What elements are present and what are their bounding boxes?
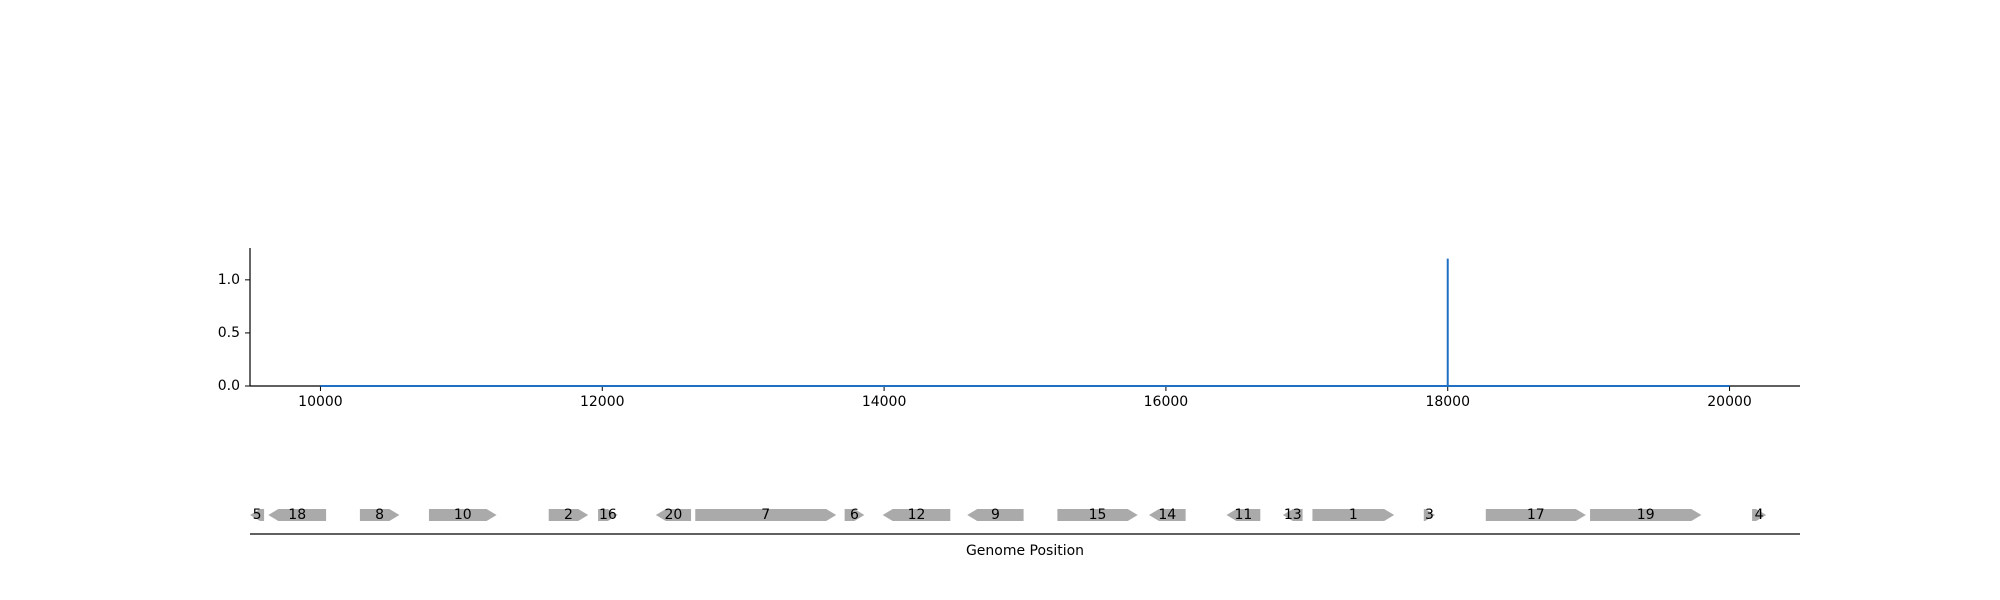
gene-arrow — [844, 509, 865, 521]
gene-map: 5 18 8 10 2 16 20 7 6 12 9 15 14 11 13 1 3 17 19 4 Genome P… — [250, 507, 1800, 559]
y-tick-label: 1.0 — [218, 272, 240, 288]
gene-label: 9 — [991, 507, 1000, 523]
gene-label: 19 — [1637, 507, 1655, 523]
gene-label: 5 — [253, 507, 262, 523]
gene-arrow — [1590, 509, 1702, 521]
gene-arrow — [1752, 509, 1767, 521]
gene-label: 7 — [761, 507, 770, 523]
gene-label: 4 — [1755, 507, 1764, 523]
gene-features: 5 18 8 10 2 16 20 7 6 12 9 15 14 11 13 1 3 17 19 4 — [250, 507, 1767, 523]
gene-arrow — [250, 509, 265, 521]
gene-arrow — [1485, 509, 1586, 521]
gene-arrow — [882, 509, 951, 521]
gene-label: 8 — [375, 507, 384, 523]
gene-label: 17 — [1527, 507, 1545, 523]
gene-arrow — [695, 509, 837, 521]
gene-arrow — [548, 509, 589, 521]
coverage-series — [320, 258, 1730, 387]
gene-label: 13 — [1284, 507, 1302, 523]
x-tick-label: 12000 — [580, 394, 625, 410]
gene-label: 11 — [1234, 507, 1252, 523]
gene-label: 1 — [1349, 507, 1358, 523]
x-tick-label: 18000 — [1425, 394, 1470, 410]
gene-label: 10 — [454, 507, 472, 523]
gene-arrow — [428, 509, 497, 521]
gene-arrow — [1226, 509, 1261, 521]
gene-arrow — [268, 509, 327, 521]
y-axis-ticks: 0.0 0.5 1.0 — [218, 272, 250, 394]
gene-label: 16 — [599, 507, 617, 523]
y-tick-label: 0.5 — [218, 325, 240, 341]
coverage-line — [320, 258, 1730, 387]
gene-label: 18 — [288, 507, 306, 523]
gene-label: 15 — [1089, 507, 1107, 523]
gene-arrow — [359, 509, 400, 521]
gene-arrow — [1057, 509, 1138, 521]
gene-arrow — [1282, 509, 1303, 521]
x-tick-label: 20000 — [1707, 394, 1752, 410]
gene-label: 20 — [665, 507, 683, 523]
gene-map-xlabel: Genome Position — [966, 543, 1084, 559]
gene-arrow — [1312, 509, 1395, 521]
gene-label: 6 — [850, 507, 859, 523]
gene-arrow — [598, 509, 618, 521]
y-tick-label: 0.0 — [218, 378, 240, 394]
gene-label: 12 — [908, 507, 926, 523]
x-tick-label: 16000 — [1144, 394, 1189, 410]
gene-arrow — [655, 509, 692, 521]
gene-arrow — [1423, 509, 1436, 521]
gene-arrow — [1149, 509, 1186, 521]
x-tick-label: 14000 — [862, 394, 907, 410]
x-axis-ticks: 10000 12000 14000 16000 18000 20000 — [298, 386, 1752, 410]
gene-arrow — [967, 509, 1024, 521]
gene-label: 14 — [1158, 507, 1176, 523]
coverage-plot: 0.0 0.5 1.0 10000 12000 14000 16000 18000 20000 — [218, 248, 1800, 410]
gene-label: 3 — [1425, 507, 1434, 523]
x-tick-label: 10000 — [298, 394, 343, 410]
gene-label: 2 — [564, 507, 573, 523]
